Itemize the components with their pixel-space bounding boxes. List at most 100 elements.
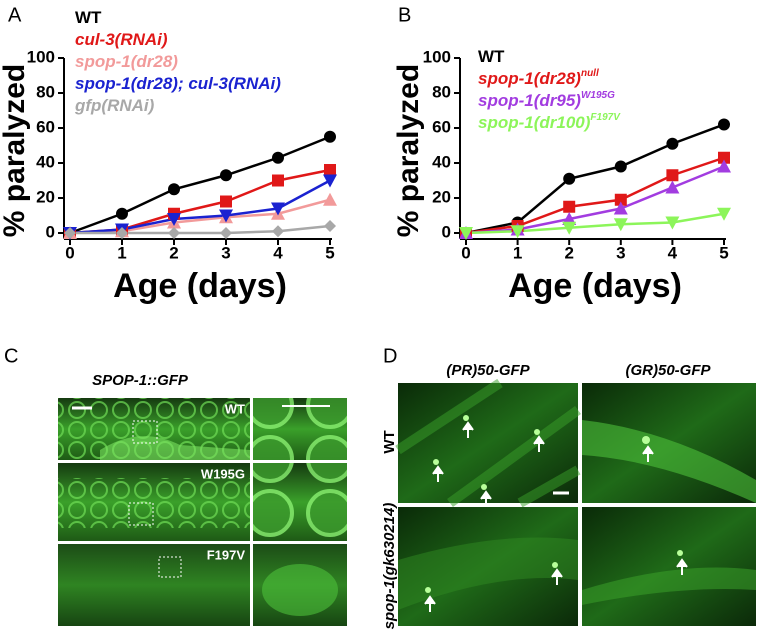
data-point: [167, 213, 181, 226]
data-point: [220, 169, 232, 182]
x-tick-label: 5: [719, 243, 728, 262]
legend-label: WT: [478, 47, 505, 66]
legend-entry: cul-3(RNAi): [75, 30, 168, 49]
data-point: [64, 227, 76, 239]
data-point: [271, 202, 285, 216]
data-point: [272, 174, 284, 187]
y-tick-label: 40: [36, 152, 55, 171]
legend-label: spop-1(dr28): [478, 69, 581, 88]
legend-label: spop-1(dr28): [75, 52, 178, 71]
legend-entry: spop-1(dr28); cul-3(RNAi): [75, 74, 281, 93]
data-point: [116, 227, 128, 239]
data-point: [666, 137, 679, 150]
legend-label: gfp(RNAi): [74, 96, 155, 115]
data-point: [614, 160, 627, 173]
data-point: [323, 174, 337, 188]
data-point: [563, 200, 576, 213]
data-point: [613, 218, 628, 232]
data-point: [562, 221, 577, 235]
data-line: [465, 123, 725, 235]
inset-box: [128, 502, 154, 526]
row-label: WT: [381, 430, 398, 453]
data-point: [272, 225, 284, 238]
y-tick-label: 100: [423, 47, 451, 66]
data-point: [717, 207, 731, 221]
legend-label: spop-1(dr95): [478, 91, 581, 110]
y-tick-label: 80: [36, 82, 55, 101]
micrograph-group: [58, 398, 347, 626]
y-tick-label: 60: [36, 117, 55, 136]
micrograph-texture: [253, 463, 347, 541]
legend-entry: WT: [75, 8, 102, 27]
data-line: [69, 135, 331, 235]
column-label: (PR)50-GFP: [446, 362, 530, 379]
x-tick-label: 2: [564, 243, 573, 262]
data-line: [69, 179, 331, 235]
micrograph-texture: [253, 398, 347, 460]
legend-entry: spop-1(dr28): [75, 52, 178, 71]
micrograph-texture: [262, 564, 338, 616]
inset-box: [132, 420, 158, 444]
data-point: [323, 192, 337, 206]
data-point: [614, 193, 627, 206]
legend-entry: WT: [478, 47, 505, 66]
row-label: F197V: [207, 547, 246, 562]
legend-entry: gfp(RNAi): [74, 96, 155, 115]
inset-box: [158, 556, 182, 578]
column-label: (GR)50-GFP: [625, 362, 711, 379]
data-point: [324, 220, 336, 232]
legend-label: spop-1(dr100): [478, 113, 591, 132]
row-label: WT: [225, 401, 245, 416]
x-tick-label: 0: [65, 243, 74, 262]
data-point: [220, 195, 232, 208]
data-line: [465, 165, 725, 235]
data-point: [168, 227, 180, 239]
data-point: [717, 159, 731, 173]
data-line: [70, 224, 331, 235]
legend-entry: spop-1(dr28)null: [478, 68, 599, 89]
data-point: [324, 164, 336, 176]
micrograph: [582, 507, 756, 626]
data-point: [563, 172, 576, 185]
data-line: [465, 212, 725, 235]
data-point: [168, 183, 180, 196]
data-point: [219, 209, 233, 223]
x-tick-label: 4: [668, 243, 678, 262]
panel-label: A: [8, 4, 22, 26]
x-axis-label: Age (days): [508, 267, 682, 305]
panel-label: B: [398, 4, 411, 26]
micrograph-texture: [58, 478, 250, 528]
data-line: [69, 198, 331, 235]
x-axis-label: Age (days): [113, 267, 287, 305]
x-tick-label: 2: [169, 243, 178, 262]
legend-label: cul-3(RNAi): [75, 30, 168, 49]
puncta: [425, 415, 683, 593]
legend-label: WT: [75, 8, 102, 27]
legend-entry: spop-1(dr100)F197V: [478, 112, 621, 133]
micrograph-group: [395, 378, 756, 626]
y-tick-label: 0: [46, 222, 55, 241]
x-tick-label: 0: [461, 243, 470, 262]
data-point: [613, 201, 628, 215]
legend-label: spop-1(dr28); cul-3(RNAi): [75, 74, 281, 93]
y-axis-label: % paralyzed: [392, 64, 425, 237]
row-label: W195G: [201, 466, 245, 481]
y-tick-label: 100: [27, 47, 55, 66]
y-tick-label: 80: [432, 82, 451, 101]
micrograph-texture: [398, 537, 578, 610]
data-point: [665, 180, 680, 194]
arrows: [424, 421, 688, 612]
legend-superscript: F197V: [590, 112, 621, 123]
micrograph-texture: [100, 436, 250, 460]
panel-title: SPOP-1::GFP: [92, 372, 189, 389]
data-point: [718, 118, 730, 131]
y-tick-label: 40: [432, 152, 451, 171]
x-tick-label: 1: [513, 243, 522, 262]
y-axis-label: % paralyzed: [0, 64, 31, 237]
micrograph: [58, 544, 250, 626]
data-point: [510, 225, 525, 239]
data-point: [220, 227, 232, 239]
micrograph-texture: [395, 378, 581, 508]
y-tick-label: 20: [432, 187, 451, 206]
